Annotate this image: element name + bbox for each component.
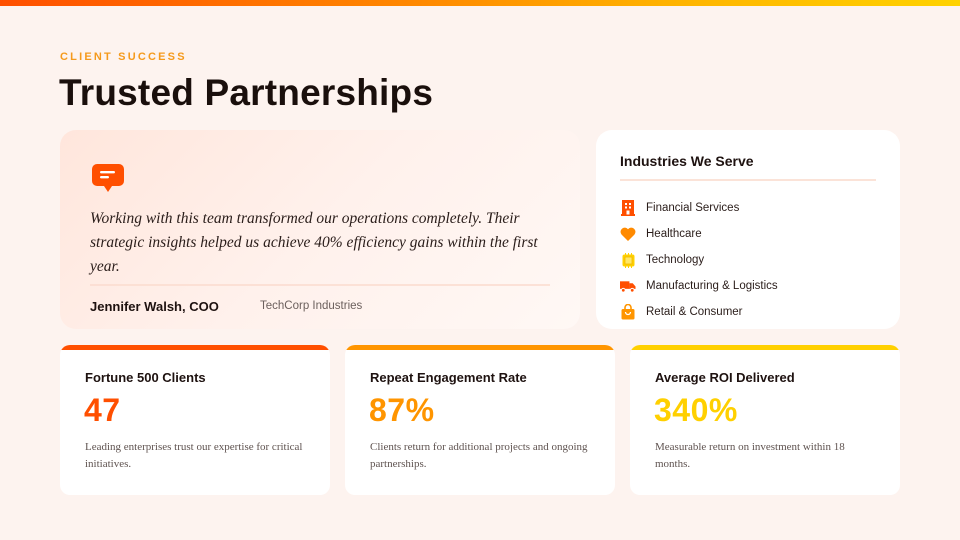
stat-card-repeat-engagement: Repeat Engagement Rate 87% Clients retur… xyxy=(345,345,615,495)
stat-description: Leading enterprises trust our expertise … xyxy=(85,441,303,470)
industry-label: Retail & Consumer xyxy=(646,306,743,318)
chip-icon xyxy=(620,252,636,268)
stat-value: 87% xyxy=(369,392,435,428)
testimonial-company: TechCorp Industries xyxy=(260,300,363,312)
stat-title: Fortune 500 Clients xyxy=(85,370,206,385)
industry-item-retail-consumer: Retail & Consumer xyxy=(620,299,778,325)
stat-accent-bar xyxy=(60,345,330,350)
industries-card: Industries We Serve Financial Services xyxy=(596,130,900,329)
top-accent-bar xyxy=(0,0,960,6)
industry-item-technology: Technology xyxy=(620,247,778,273)
industries-title: Industries We Serve xyxy=(620,153,754,169)
stat-description: Measurable return on investment within 1… xyxy=(655,441,845,470)
industry-label: Healthcare xyxy=(646,228,702,240)
truck-icon xyxy=(620,278,636,294)
shopping-bag-icon xyxy=(620,304,636,320)
industry-item-financial-services: Financial Services xyxy=(620,195,778,221)
page-title: Trusted Partnerships xyxy=(59,72,434,113)
heart-icon xyxy=(620,226,636,242)
industry-item-healthcare: Healthcare xyxy=(620,221,778,247)
testimonial-divider xyxy=(90,284,550,286)
stat-card-fortune-500: Fortune 500 Clients 47 Leading enterpris… xyxy=(60,345,330,495)
stat-accent-bar xyxy=(345,345,615,350)
stat-title: Average ROI Delivered xyxy=(655,370,795,385)
section-eyebrow: CLIENT SUCCESS xyxy=(60,51,187,63)
testimonial-card: Working with this team transformed our o… xyxy=(60,130,580,329)
stat-value: 47 xyxy=(84,392,121,428)
chat-bubble-icon xyxy=(92,164,124,194)
stat-title: Repeat Engagement Rate xyxy=(370,370,527,385)
stat-accent-bar xyxy=(630,345,900,350)
stat-description: Clients return for additional projects a… xyxy=(370,441,588,470)
stat-card-average-roi: Average ROI Delivered 340% Measurable re… xyxy=(630,345,900,495)
industry-label: Financial Services xyxy=(646,202,740,214)
industry-label: Manufacturing & Logistics xyxy=(646,280,778,292)
stat-value: 340% xyxy=(654,392,738,428)
testimonial-quote: Working with this team transformed our o… xyxy=(90,210,538,275)
industries-divider xyxy=(620,179,876,181)
building-icon xyxy=(620,200,636,216)
industry-label: Technology xyxy=(646,254,705,266)
industry-item-manufacturing-logistics: Manufacturing & Logistics xyxy=(620,273,778,299)
testimonial-author: Jennifer Walsh, COO xyxy=(90,299,219,314)
industries-list: Financial Services Healthcare Technology xyxy=(620,195,778,325)
